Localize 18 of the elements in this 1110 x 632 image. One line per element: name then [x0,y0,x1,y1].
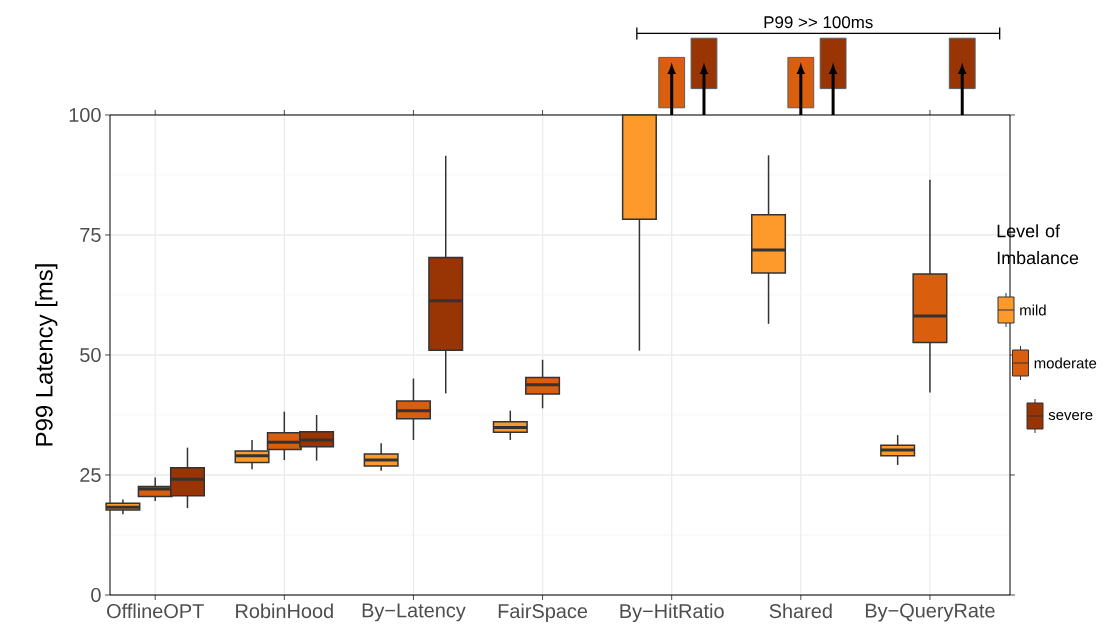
y-axis-title: P99 Latency [ms] [35,264,58,446]
legend-title: Level of Imbalance [997,224,1079,265]
legend-label: moderate [1034,357,1097,369]
y-tick-label: 50 [80,347,101,363]
x-tick-label: By−HitRatio [620,603,724,623]
x-tick-label: By−Latency [362,603,466,622]
x-tick-label: Shared [769,603,832,619]
y-tick-label: 75 [80,228,101,242]
x-tick-label: By−QueryRate [865,603,995,622]
y-tick-label: 100 [69,107,101,123]
y-tick-label: 25 [80,467,101,483]
x-tick-label: RobinHood [236,603,333,619]
x-tick-label: OfflineOPT [107,603,204,619]
x-tick-label: FairSpace [498,603,588,623]
y-tick-label: 0 [91,587,101,603]
legend-label: mild [1020,304,1046,316]
text: P99 >> 100ms [764,16,873,29]
legend-label: severe [1048,411,1093,421]
